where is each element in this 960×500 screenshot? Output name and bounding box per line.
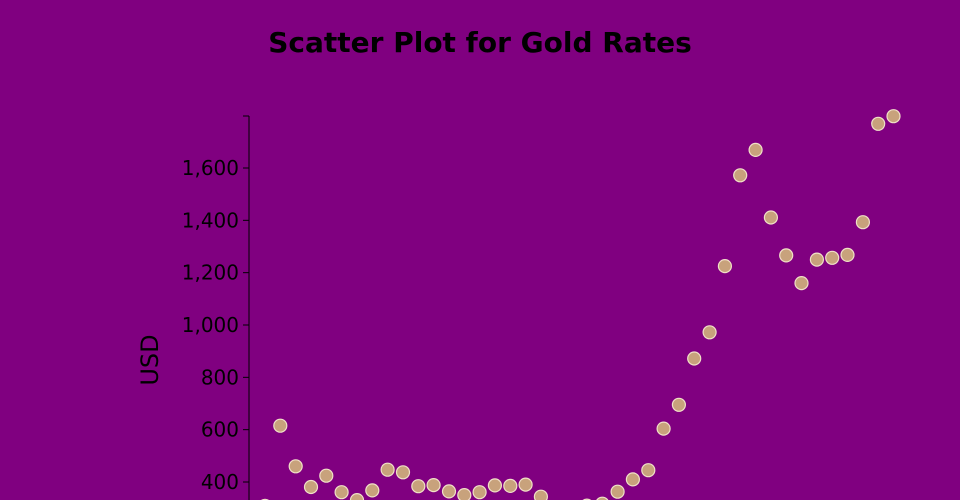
- data-point: [288, 459, 303, 474]
- y-axis-title: USD: [136, 334, 164, 385]
- data-point: [733, 168, 748, 183]
- data-points: [260, 109, 901, 500]
- data-point: [763, 210, 779, 225]
- data-point: [319, 468, 334, 483]
- data-point: [641, 463, 656, 478]
- data-point: [441, 484, 457, 499]
- data-point: [380, 462, 395, 477]
- data-point: [426, 478, 441, 493]
- data-point: [472, 485, 487, 500]
- data-point: [273, 418, 288, 433]
- y-tick-label: 800: [201, 365, 239, 389]
- data-point: [303, 479, 319, 495]
- data-point: [457, 488, 472, 500]
- y-tick-label: 600: [201, 418, 239, 442]
- data-point: [533, 489, 548, 500]
- data-point: [855, 215, 871, 230]
- y-tick-label: 1,600: [182, 156, 239, 180]
- data-point: [487, 478, 502, 493]
- data-point: [365, 483, 380, 498]
- data-point: [411, 479, 426, 494]
- data-point: [610, 484, 625, 499]
- data-point: [748, 142, 763, 157]
- y-axis: 400 600 800 1,000 1,200 1,400 1,600 USD: [136, 115, 250, 500]
- data-point: [349, 493, 365, 500]
- data-point: [779, 248, 794, 263]
- y-tick-label: 1,000: [182, 313, 239, 337]
- data-point: [671, 397, 687, 412]
- data-point: [334, 485, 349, 500]
- data-point: [518, 477, 533, 492]
- data-point: [794, 276, 809, 291]
- data-point: [503, 478, 518, 493]
- data-point: [702, 325, 717, 340]
- data-point: [395, 465, 411, 480]
- y-tick-label: 1,400: [182, 208, 239, 232]
- data-point: [871, 116, 886, 131]
- y-tick-label: 400: [201, 470, 239, 494]
- data-point: [840, 247, 855, 262]
- data-point: [596, 496, 609, 500]
- data-point: [809, 252, 825, 267]
- chart-title: Scatter Plot for Gold Rates: [268, 26, 692, 59]
- data-point: [825, 250, 840, 265]
- data-point: [625, 472, 641, 487]
- data-point: [717, 259, 733, 274]
- data-point: [886, 109, 901, 124]
- y-tick-label: 1,200: [182, 261, 239, 285]
- data-point: [656, 421, 671, 436]
- data-point: [687, 351, 702, 366]
